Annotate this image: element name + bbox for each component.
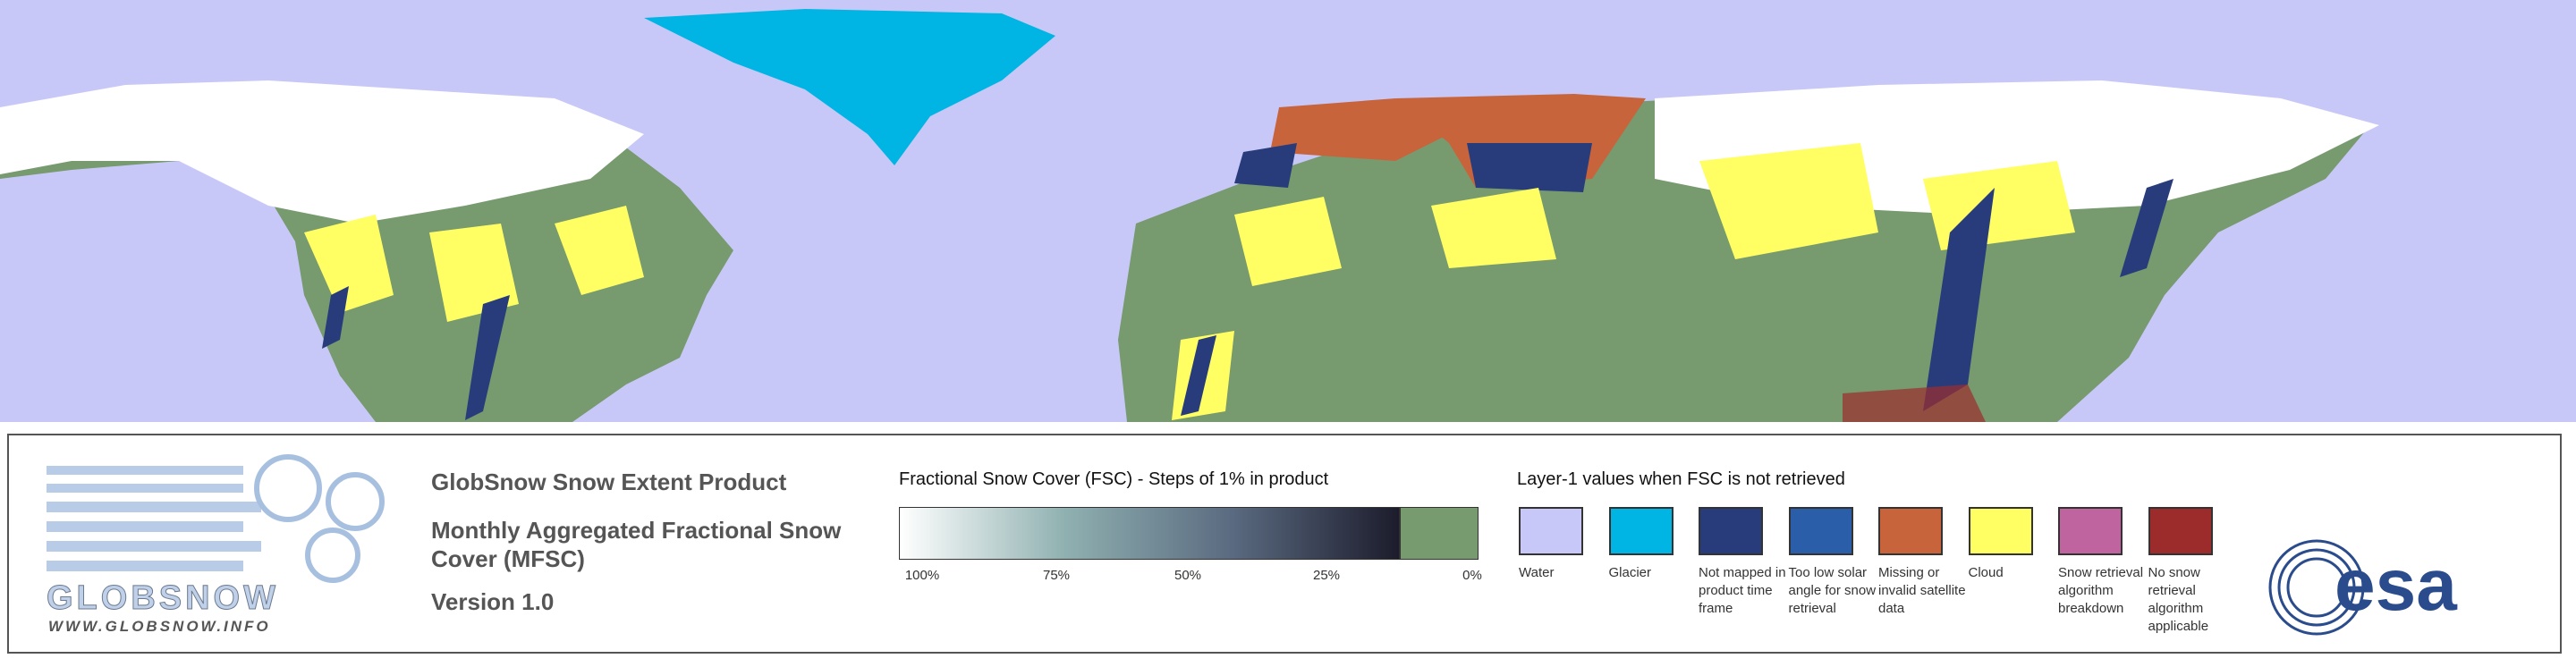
product-subtitle: Monthly Aggregated Fractional Snow Cover… xyxy=(431,517,842,572)
fsc-tick-label: 50% xyxy=(1174,568,1202,583)
logo-url: WWW.GLOBSNOW.INFO xyxy=(48,618,271,635)
globsnow-logo: GLOBSNOW WWW.GLOBSNOW.INFO xyxy=(47,454,385,635)
snow-map xyxy=(0,0,2576,422)
unmapped-na xyxy=(322,286,510,420)
layer1-label: Glacier xyxy=(1608,565,1652,580)
layer1-swatch xyxy=(1519,507,1583,555)
fsc-tick-label: 0% xyxy=(1462,568,1482,583)
layer1-swatch xyxy=(1608,507,1674,555)
esa-name: esa xyxy=(2334,545,2458,626)
layer1-swatch xyxy=(1699,507,1763,555)
unmapped-eu xyxy=(1234,143,1592,192)
layer1-label: Snow retrieval algorithm breakdown xyxy=(2058,565,2144,616)
cloud-na xyxy=(304,206,644,322)
product-version: Version 1.0 xyxy=(431,588,555,615)
layer1-label: Cloud xyxy=(1968,565,2004,580)
layer1-swatch xyxy=(1788,507,1853,555)
esa-logo: esa xyxy=(2268,539,2458,636)
cloud-eurasia xyxy=(1172,143,2075,420)
fsc-zero xyxy=(1400,507,1479,560)
layer1-swatch xyxy=(1878,507,1943,555)
layer1-label: Too low solar angle for snow retrieval xyxy=(1788,565,1877,616)
legend-panel: GLOBSNOW WWW.GLOBSNOW.INFO GlobSnow Snow… xyxy=(7,434,2562,654)
missing-scandinavia xyxy=(1270,98,1449,161)
layer1-label: No snow retrieval algorithm applicable xyxy=(2148,565,2209,634)
fsc-tick-label: 25% xyxy=(1312,568,1341,583)
snow-na xyxy=(0,80,644,224)
logo-name: GLOBSNOW xyxy=(47,579,279,617)
fsc-tick-label: 100% xyxy=(904,568,940,583)
no-retrieval xyxy=(1843,384,1986,422)
layer1-title: Layer-1 values when FSC is not retrieved xyxy=(1517,469,1845,489)
product-title: GlobSnow Snow Extent Product xyxy=(431,469,787,495)
layer1-label: Water xyxy=(1519,565,1555,580)
fsc-gradient xyxy=(899,507,1400,560)
fsc-tick-label: 75% xyxy=(1042,568,1071,583)
fsc-title: Fractional Snow Cover (FSC) - Steps of 1… xyxy=(899,469,1329,489)
unmapped-asia xyxy=(1181,179,2174,416)
greenland xyxy=(644,9,1055,165)
layer1-label: Missing or invalid satellite data xyxy=(1878,565,1966,616)
layer1-swatch xyxy=(2058,507,2123,555)
layer1-label: Not mapped in product time frame xyxy=(1699,565,1786,616)
layer1-swatch xyxy=(1968,507,2033,555)
layer1-swatch xyxy=(2148,507,2213,555)
